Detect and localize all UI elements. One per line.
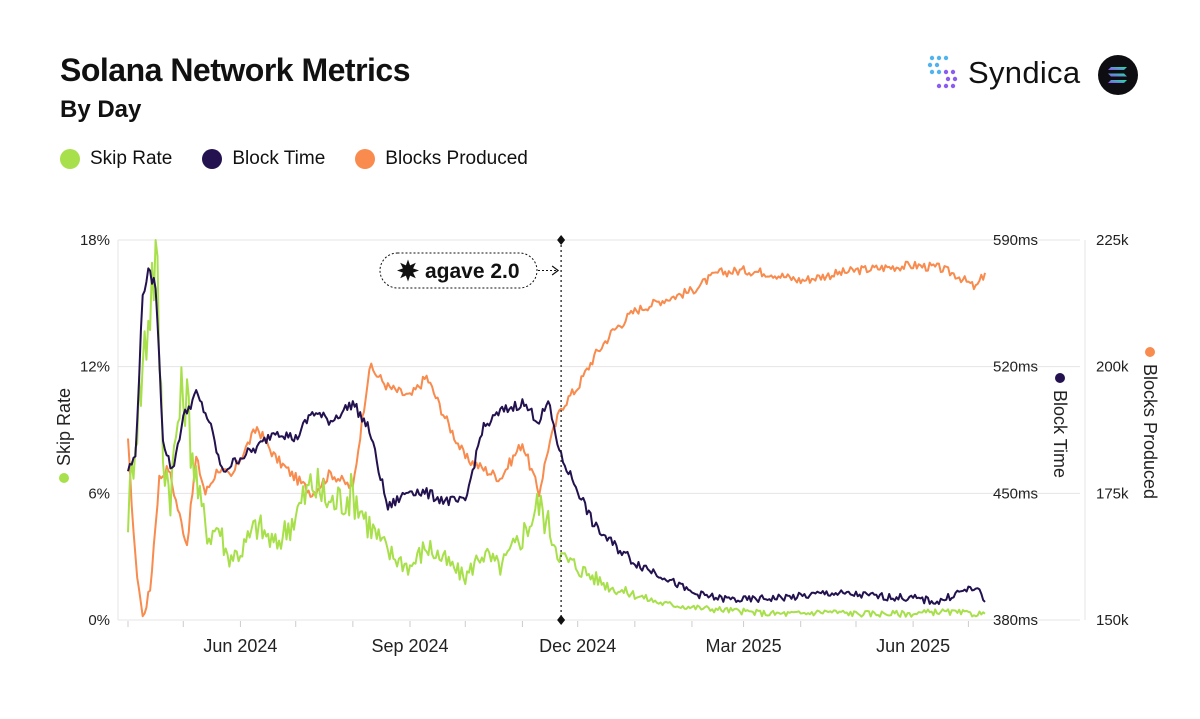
agave-logo-icon (397, 259, 419, 282)
legend-label-block-time: Block Time (232, 148, 326, 169)
x-tick-label: Jun 2025 (876, 636, 950, 656)
annotation-marker-bottom (557, 615, 566, 625)
brand-name: Syndica (968, 55, 1081, 90)
series-line-skip-rate (127, 239, 986, 618)
y-right1-axis-title-dot (1055, 373, 1065, 383)
page-title: Solana Network Metrics (60, 52, 411, 88)
legend-swatch-skip-rate (60, 149, 80, 169)
y-right1-tick-label: 380ms (993, 612, 1038, 629)
y-right2-axis-title-dot (1145, 347, 1155, 357)
y-left-tick-label: 12% (80, 359, 110, 376)
y-right2-tick-label: 225k (1096, 232, 1129, 249)
legend-item-block-time[interactable]: Block Time (202, 148, 325, 170)
annotation-box (379, 252, 538, 289)
annotation-marker-top (557, 235, 566, 245)
x-tick-label: Dec 2024 (539, 636, 616, 656)
x-tick-label: Jun 2024 (203, 636, 277, 656)
y-right2-axis-title-label: Blocks Produced (1140, 364, 1160, 499)
y-right1-tick-label: 450ms (993, 485, 1038, 502)
syndica-logo-icon (927, 55, 958, 89)
x-tick-label: Mar 2025 (706, 636, 782, 656)
solana-logo-icon (1098, 55, 1138, 95)
legend-label-blocks-produced: Blocks Produced (385, 148, 528, 169)
y-right2-tick-label: 200k (1096, 359, 1129, 376)
page-subtitle: By Day (60, 96, 142, 123)
y-left-axis-title: Skip Rate (54, 388, 74, 483)
y-right1-axis-title: Block Time (1050, 373, 1070, 478)
y-left-axis-title-label: Skip Rate (54, 388, 74, 466)
y-right2-axis-title: Blocks Produced (1140, 347, 1160, 499)
y-right1-axis-title-label: Block Time (1050, 390, 1070, 478)
y-right2-tick-label: 150k (1096, 612, 1129, 629)
y-left-tick-label: 18% (80, 232, 110, 249)
series-line-block-time (127, 267, 986, 606)
legend-swatch-blocks-produced (355, 149, 376, 169)
legend-swatch-block-time (202, 149, 223, 169)
annotation-arrow (551, 265, 560, 276)
legend-item-skip-rate[interactable]: Skip Rate (60, 148, 172, 170)
series-line-blocks-produced (127, 260, 986, 618)
legend-item-blocks-produced[interactable]: Blocks Produced (355, 148, 528, 170)
y-right2-tick-label: 175k (1096, 485, 1129, 502)
annotation-label: agave 2.0 (425, 260, 520, 283)
y-right1-tick-label: 520ms (993, 359, 1038, 376)
chart-legend: Skip Rate Block Time Blocks Produced (60, 148, 528, 170)
legend-label-skip-rate: Skip Rate (90, 148, 173, 169)
y-left-tick-label: 6% (88, 485, 110, 502)
y-right1-tick-label: 590ms (993, 232, 1038, 249)
x-tick-label: Sep 2024 (371, 636, 448, 656)
y-left-tick-label: 0% (88, 612, 110, 629)
brand: Syndica (926, 54, 1080, 92)
y-left-axis-title-dot (59, 473, 69, 483)
